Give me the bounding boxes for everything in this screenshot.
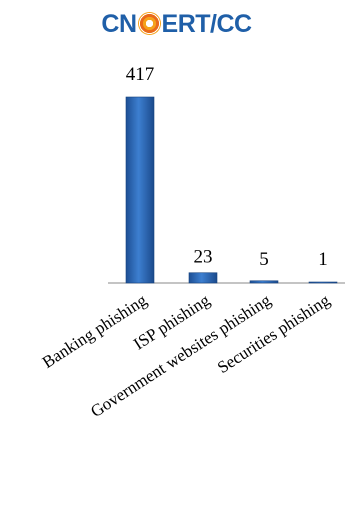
data-label: 5 — [259, 249, 269, 270]
cncert-logo-mark-icon — [137, 12, 161, 35]
bar — [125, 96, 155, 284]
bar — [308, 281, 338, 284]
data-label: 1 — [318, 249, 328, 270]
logo-text-left: CN — [101, 10, 137, 38]
bar — [188, 272, 218, 284]
data-label: 417 — [126, 64, 155, 85]
data-label: 23 — [194, 247, 213, 268]
category-tick-label: Banking phishing — [39, 290, 151, 372]
cncert-logo: CN ERT/CC — [0, 10, 353, 39]
bar — [249, 280, 279, 284]
logo-text-right: ERT/CC — [161, 10, 253, 38]
